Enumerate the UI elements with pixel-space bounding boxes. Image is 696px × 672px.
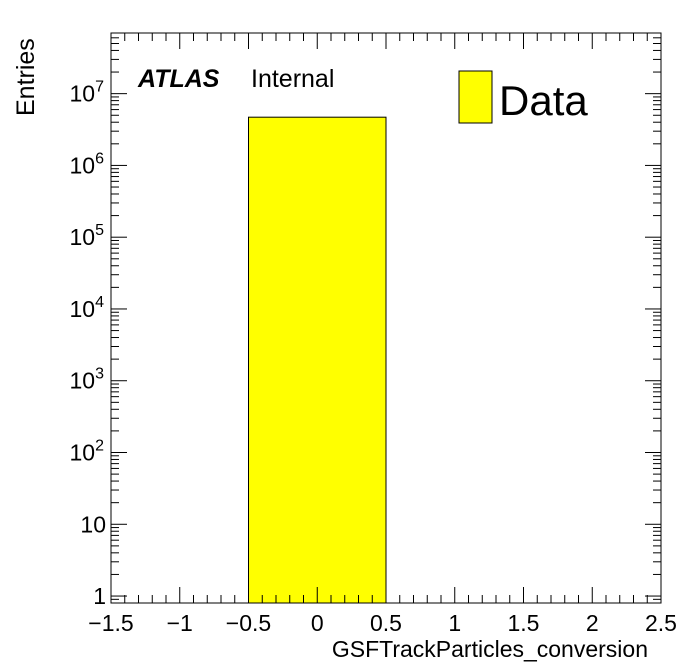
x-tick-label: 1 <box>448 610 461 636</box>
y-tick-label: 1 <box>93 583 106 609</box>
y-tick-label: 106 <box>70 150 105 178</box>
x-tick-label: 2 <box>586 610 599 636</box>
y-tick-labels: 1 10 102 103 104 105 106 107 <box>70 79 107 609</box>
x-tick-label: 1.5 <box>508 610 540 636</box>
plot-frame <box>110 32 662 604</box>
legend-label: Data <box>499 77 588 124</box>
histogram-bin-0 <box>248 116 387 604</box>
x-tick-label: −1 <box>167 610 193 636</box>
x-tick-labels: −1.5 −1 −0.5 0 0.5 1 1.5 2 2.5 <box>88 610 677 636</box>
x-tick-label: 2.5 <box>645 610 677 636</box>
y-tick-label: 107 <box>70 79 105 107</box>
y-tick-label: 10 <box>80 511 106 537</box>
histogram-bars <box>248 116 387 604</box>
x-tick-label: −0.5 <box>226 610 271 636</box>
x-tick-label: −1.5 <box>88 610 133 636</box>
atlas-label: ATLAS <box>137 65 220 93</box>
x-axis-label: GSFTrackParticles_conversion <box>332 636 648 662</box>
x-tick-label: 0.5 <box>370 610 402 636</box>
y-tick-label: 105 <box>70 222 105 250</box>
y-tick-label: 104 <box>70 294 105 322</box>
y-tick-label: 102 <box>70 438 105 466</box>
axis-ticks <box>110 32 662 604</box>
y-axis-label: Entries <box>12 38 40 116</box>
legend: Data <box>458 70 588 124</box>
legend-swatch <box>458 70 493 124</box>
x-tick-label: 0 <box>311 610 324 636</box>
internal-label: Internal <box>251 65 334 93</box>
y-tick-label: 103 <box>70 366 105 394</box>
